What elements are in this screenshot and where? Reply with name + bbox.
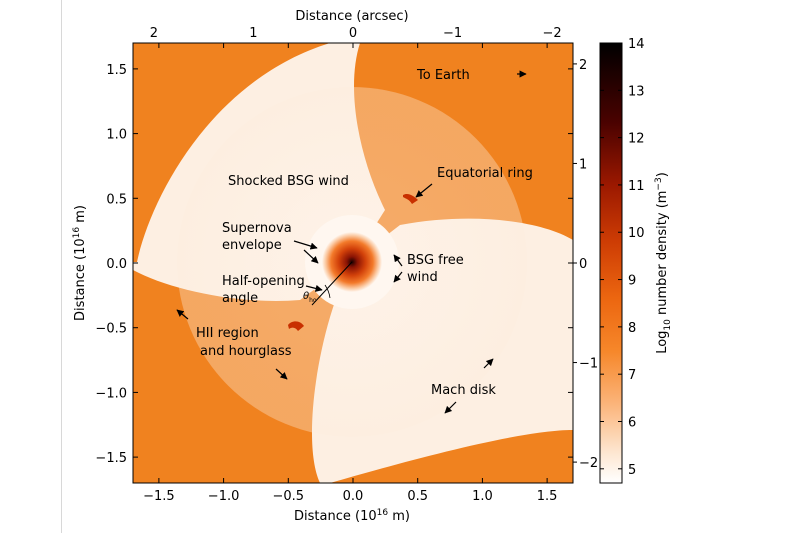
right-tick-label: −1 [579, 357, 598, 372]
annotations: To Earth Equatorial ring Shocked BSG win… [176, 68, 533, 414]
x-tick-label: −0.5 [273, 489, 305, 504]
colorbar-tick-label: 12 [628, 132, 645, 147]
right-tick-label: 2 [579, 58, 587, 73]
arrow-mach-disk-up [483, 358, 494, 369]
y-axis-ticks: 1.5 1.0 0.5 0.0 −0.5 −1.0 −1.5 [95, 63, 573, 466]
top-tick-label: 0 [349, 26, 357, 41]
x-tick-label: −1.5 [143, 489, 175, 504]
arrow-equatorial-ring [415, 183, 433, 198]
colorbar-tick-label: 13 [628, 84, 645, 99]
y-tick-label: 0.5 [106, 192, 127, 207]
y-axis-label: Distance (1016 m) [72, 205, 88, 321]
x-tick-label: 0.0 [343, 489, 364, 504]
annotation-equatorial-ring: Equatorial ring [437, 166, 533, 181]
equatorial-ring-knot-lower [288, 321, 304, 331]
arrow-hii-region-up [176, 309, 189, 320]
colorbar-tick-label: 7 [628, 368, 636, 383]
colorbar-tick-label: 5 [628, 463, 636, 478]
colorbar-tick-label: 14 [628, 37, 645, 52]
annotation-bsg-free-1: BSG free [407, 253, 464, 268]
annotation-to-earth: To Earth [416, 68, 470, 83]
y-tick-label: −1.0 [95, 386, 127, 401]
top-tick-label: 2 [150, 26, 158, 41]
y-tick-label: −0.5 [95, 322, 127, 337]
right-tick-label: −2 [579, 456, 598, 471]
annotation-half-opening-1: Half-opening [222, 274, 305, 289]
arrow-hii-region-down [275, 368, 288, 380]
right-tick-label: 1 [579, 157, 587, 172]
annotation-hii-region-2: and hourglass [200, 344, 292, 359]
x-tick-label: 1.5 [537, 489, 558, 504]
annotation-hii-region-1: HII region [196, 326, 259, 341]
y-tick-label: 1.5 [106, 63, 127, 78]
annotation-shocked-bsg-wind: Shocked BSG wind [228, 174, 349, 189]
annotation-bsg-free-2: wind [407, 270, 438, 285]
top-tick-label: −2 [543, 26, 562, 41]
annotation-supernova-2: envelope [222, 238, 282, 253]
colorbar-tick-label: 8 [628, 321, 636, 336]
x-tick-label: 1.0 [472, 489, 493, 504]
annotation-mach-disk: Mach disk [431, 383, 496, 398]
top-tick-label: −1 [443, 26, 462, 41]
colorbar-tick-label: 11 [628, 179, 645, 194]
y-tick-label: −1.5 [95, 451, 127, 466]
y-tick-label: 1.0 [106, 128, 127, 143]
x-axis-label: Distance (1016 m) [294, 508, 410, 524]
half-opening-angle-line [311, 261, 353, 306]
right-axis-ticks: 2 1 0 −1 −2 [573, 58, 598, 471]
annotation-supernova-1: Supernova [222, 221, 292, 236]
half-opening-angle-arc [324, 284, 331, 299]
x-tick-label: 0.5 [407, 489, 428, 504]
top-axis-ticks: 2 1 0 −1 −2 [150, 26, 562, 41]
arrow-bsg-free-wind-b [393, 271, 403, 283]
density-map [133, 43, 573, 483]
colorbar-tick-label: 9 [628, 274, 636, 289]
top-axis-label: Distance (arcsec) [295, 9, 408, 24]
arrow-bsg-free-wind-a [393, 254, 403, 267]
arrow-half-opening [305, 284, 323, 292]
colorbar-tick-label: 6 [628, 415, 636, 430]
colorbar [599, 42, 623, 484]
x-axis-ticks: −1.5 −1.0 −0.5 0.0 0.5 1.0 1.5 [143, 43, 557, 504]
equatorial-ring-knot-upper [403, 193, 418, 204]
colorbar-tick-label: 10 [628, 226, 645, 241]
page-divider [61, 0, 62, 533]
top-tick-label: 1 [249, 26, 257, 41]
right-tick-label: 0 [579, 257, 587, 272]
arrow-supernova-envelope-b [303, 249, 319, 264]
colorbar-ticks: 14 13 12 11 10 9 8 7 6 5 [600, 37, 645, 478]
colorbar-label: Log10 number density (m−3) [654, 172, 673, 354]
arrow-supernova-envelope-a [293, 240, 318, 250]
annotation-half-opening-2: angle [222, 291, 258, 306]
theta-label: θho [303, 291, 317, 304]
y-tick-label: 0.0 [106, 257, 127, 272]
x-tick-label: −1.0 [208, 489, 240, 504]
arrow-mach-disk-down [444, 401, 457, 414]
